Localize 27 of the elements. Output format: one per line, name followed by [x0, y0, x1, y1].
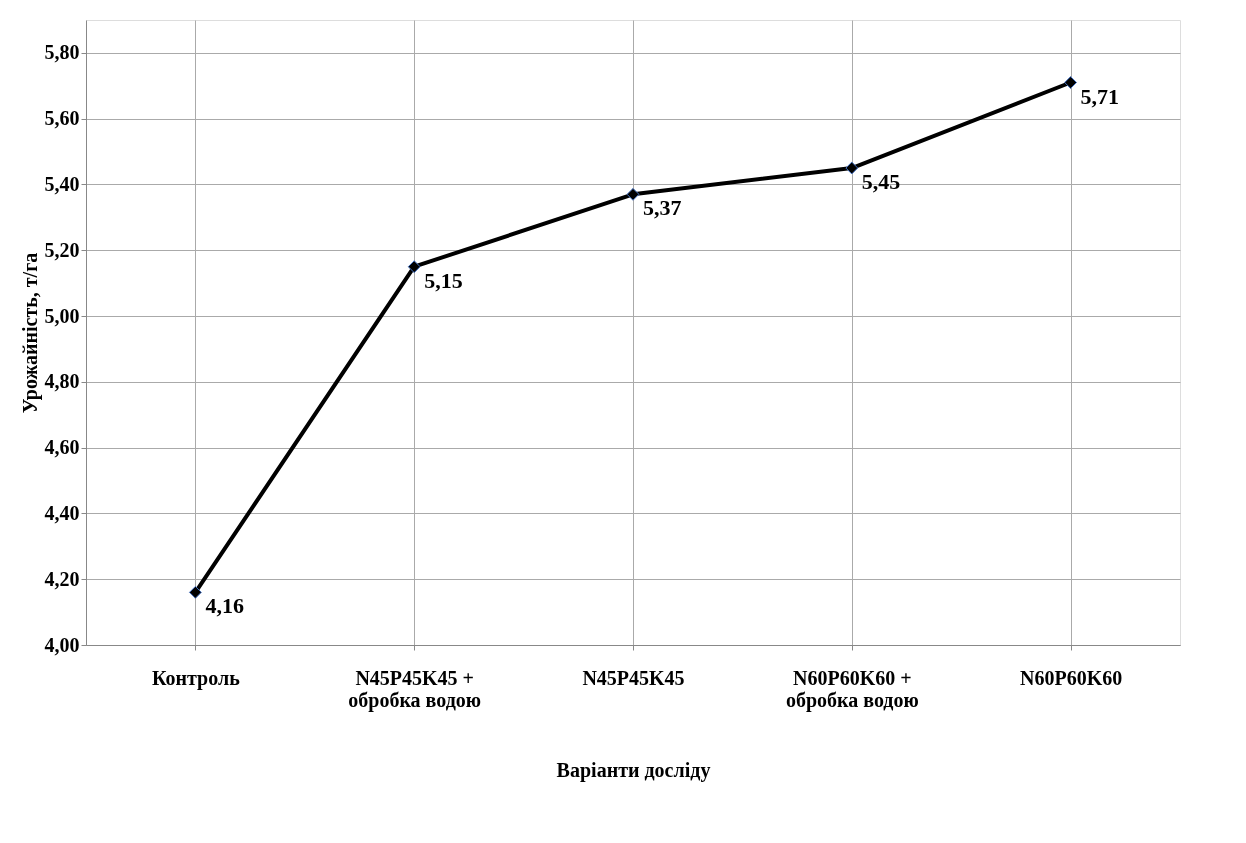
- y-axis-title: Урожайність, т/га: [18, 252, 42, 414]
- data-label: 5,45: [861, 169, 901, 195]
- y-tick-label: 4,00: [44, 633, 80, 656]
- y-tick-label: 5,40: [44, 172, 80, 195]
- y-tick-label: 4,60: [44, 436, 80, 459]
- point: [407, 260, 421, 274]
- y-tick-label: 5,80: [44, 41, 80, 64]
- x-tick-label: N45P45K45 + обробка водою: [348, 666, 482, 712]
- y-tick-label: 5,60: [44, 107, 80, 130]
- x-tick-label: N60P60K60 + обробка водою: [785, 666, 919, 712]
- x-tick-label: N45P45K45: [582, 666, 685, 689]
- y-tick-label: 4,40: [44, 501, 80, 524]
- x-tick-label: Контроль: [152, 666, 241, 690]
- data-label: 4,16: [205, 593, 244, 619]
- y-tick-label: 5,00: [44, 304, 80, 327]
- x-tick-label: N60P60K60: [1019, 666, 1123, 689]
- point: [626, 187, 640, 201]
- point: [1064, 76, 1078, 89]
- data-label: 5,71: [1080, 83, 1120, 109]
- point: [188, 585, 202, 599]
- y-tick-label: 4,80: [44, 370, 80, 393]
- y-tick-label: 4,20: [44, 567, 80, 590]
- data-label: 5,37: [643, 195, 682, 221]
- x-axis-title: Варіанти досліду: [556, 758, 711, 782]
- y-tick-label: 5,20: [44, 238, 80, 261]
- data-label: 5,15: [424, 267, 463, 293]
- point: [845, 161, 859, 175]
